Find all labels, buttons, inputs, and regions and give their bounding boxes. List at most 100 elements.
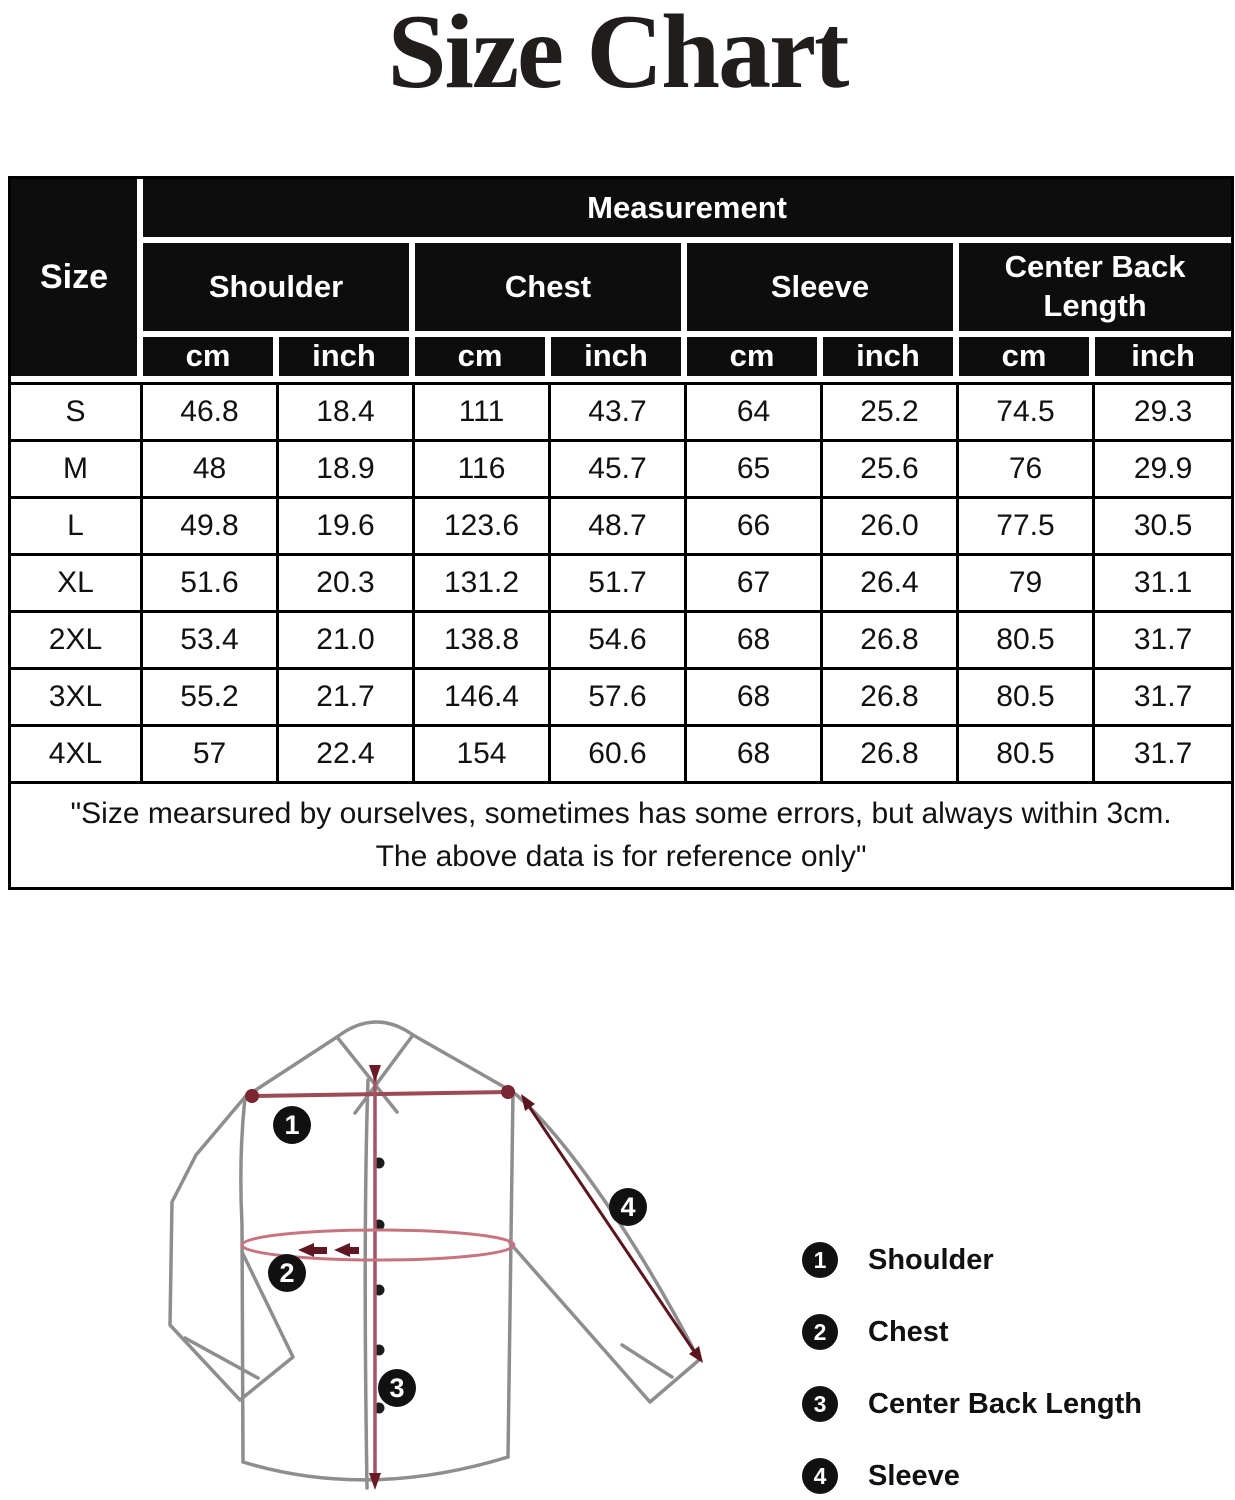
legend-1-icon: 1 (802, 1242, 838, 1278)
measurement-cell: 138.8 (415, 609, 551, 667)
measurement-cell: 51.6 (143, 552, 279, 610)
legend-label: Sleeve (868, 1459, 960, 1492)
marker-1-icon (273, 1106, 311, 1144)
measurement-cell: 26.8 (823, 666, 959, 724)
measurement-cell: 48 (143, 438, 279, 496)
size-note: "Size mearsured by ourselves, sometimes … (11, 780, 1232, 887)
measurement-cell: 57 (143, 723, 279, 781)
measurement-cell: 64 (687, 381, 823, 439)
measurement-cell: 111 (415, 381, 551, 439)
size-label: 2XL (11, 609, 143, 667)
svg-text:3: 3 (389, 1373, 404, 1403)
measurement-lines (240, 1065, 703, 1490)
group-header-chest: Chest (415, 243, 687, 337)
diagram-markers: 1 2 3 4 (268, 1106, 647, 1407)
legend-2-icon: 2 (802, 1314, 838, 1350)
measurement-cell: 77.5 (959, 495, 1095, 553)
legend-item-chest: 2 Chest (802, 1296, 1235, 1368)
unit-header-inch: inch (1095, 337, 1232, 382)
page-title: Size Chart (387, 0, 850, 110)
measurement-cell: 53.4 (143, 609, 279, 667)
table-row-m: M 48 18.9 116 45.7 65 25.6 76 29.9 (11, 438, 1232, 496)
legend-label: Chest (868, 1315, 949, 1348)
svg-text:1: 1 (284, 1110, 299, 1140)
measurement-cell: 123.6 (415, 495, 551, 553)
measurement-cell: 26.4 (823, 552, 959, 610)
group-header-shoulder: Shoulder (143, 243, 415, 337)
measurement-cell: 26.0 (823, 495, 959, 553)
measurement-legend: 1 Shoulder 2 Chest 3 Center Back Length … (802, 1224, 1235, 1500)
size-note-line1: "Size mearsured by ourselves, sometimes … (70, 796, 1172, 830)
measurement-cell: 31.7 (1095, 609, 1232, 667)
table-row-l: L 49.8 19.6 123.6 48.7 66 26.0 77.5 30.5 (11, 495, 1232, 553)
size-label: 3XL (11, 666, 143, 724)
unit-header-cm: cm (959, 337, 1095, 382)
legend-item-sleeve: 4 Sleeve (802, 1440, 1235, 1500)
measurement-cell: 68 (687, 723, 823, 781)
unit-header-inch: inch (823, 337, 959, 382)
unit-header-cm: cm (415, 337, 551, 382)
measurement-cell: 25.2 (823, 381, 959, 439)
measurement-cell: 146.4 (415, 666, 551, 724)
measurement-cell: 29.3 (1095, 381, 1232, 439)
table-row-3xl: 3XL 55.2 21.7 146.4 57.6 68 26.8 80.5 31… (11, 666, 1232, 724)
size-note-line2: The above data is for reference only" (375, 840, 867, 874)
measurement-cell: 26.8 (823, 609, 959, 667)
measurement-cell: 45.7 (551, 438, 687, 496)
marker-2-icon (268, 1254, 306, 1292)
measurement-cell: 154 (415, 723, 551, 781)
measurement-cell: 68 (687, 666, 823, 724)
measurement-cell: 79 (959, 552, 1095, 610)
measurement-cell: 80.5 (959, 723, 1095, 781)
unit-header-inch: inch (551, 337, 687, 382)
measurement-cell: 49.8 (143, 495, 279, 553)
measurement-cell: 21.0 (279, 609, 415, 667)
size-label: 4XL (11, 723, 143, 781)
measurement-cell: 25.6 (823, 438, 959, 496)
measurement-cell: 21.7 (279, 666, 415, 724)
measurement-cell: 55.2 (143, 666, 279, 724)
measurement-cell: 48.7 (551, 495, 687, 553)
table-note-row: "Size mearsured by ourselves, sometimes … (11, 780, 1232, 887)
measurement-cell: 74.5 (959, 381, 1095, 439)
shoulder-measure-line (249, 1090, 511, 1098)
measurement-cell: 26.8 (823, 723, 959, 781)
measurement-cell: 80.5 (959, 666, 1095, 724)
unit-header-inch: inch (279, 337, 415, 382)
table-row-4xl: 4XL 57 22.4 154 60.6 68 26.8 80.5 31.7 (11, 723, 1232, 781)
shirt-measurement-diagram: 1 2 3 4 (168, 1020, 703, 1490)
size-label: S (11, 381, 143, 439)
measurement-cell: 18.9 (279, 438, 415, 496)
size-label: L (11, 495, 143, 553)
unit-header-cm: cm (687, 337, 823, 382)
measurement-cell: 43.7 (551, 381, 687, 439)
group-header-sleeve: Sleeve (687, 243, 959, 337)
legend-label: Shoulder (868, 1243, 994, 1276)
measurement-cell: 31.7 (1095, 666, 1232, 724)
measurement-cell: 67 (687, 552, 823, 610)
measurement-cell: 22.4 (279, 723, 415, 781)
measurement-cell: 31.7 (1095, 723, 1232, 781)
legend-item-shoulder: 1 Shoulder (802, 1224, 1235, 1296)
table-row-s: S 46.8 18.4 111 43.7 64 25.2 74.5 29.3 (11, 381, 1232, 439)
chest-measure-ellipse (240, 1228, 516, 1262)
measurement-cell: 116 (415, 438, 551, 496)
size-label: M (11, 438, 143, 496)
marker-3-icon (378, 1369, 416, 1407)
legend-label: Center Back Length (868, 1387, 1142, 1420)
measurement-cell: 131.2 (415, 552, 551, 610)
measurement-cell: 46.8 (143, 381, 279, 439)
svg-text:2: 2 (279, 1258, 294, 1288)
measurement-cell: 18.4 (279, 381, 415, 439)
size-label: XL (11, 552, 143, 610)
measurement-cell: 54.6 (551, 609, 687, 667)
legend-item-center-back-length: 3 Center Back Length (802, 1368, 1235, 1440)
marker-4-icon (609, 1188, 647, 1226)
measurement-cell: 80.5 (959, 609, 1095, 667)
column-header-measurement: Measurement (143, 179, 1232, 243)
column-header-size: Size (11, 179, 143, 382)
measurement-cell: 31.1 (1095, 552, 1232, 610)
measurement-cell: 57.6 (551, 666, 687, 724)
measurement-cell: 66 (687, 495, 823, 553)
